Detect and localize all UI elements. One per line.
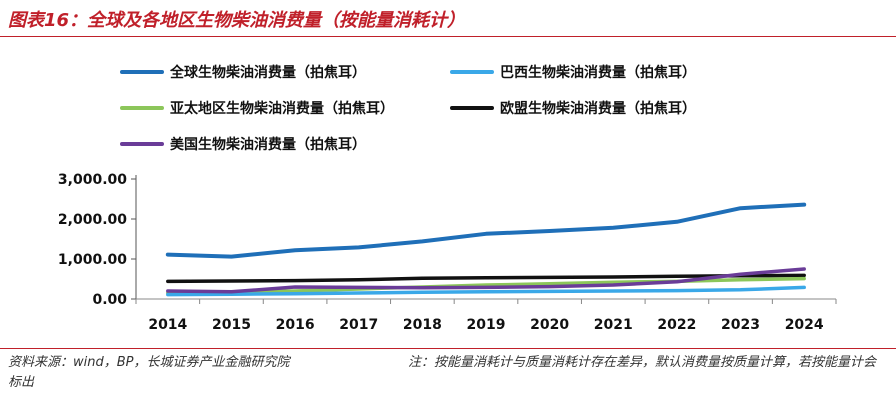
legend-label-eu: 欧盟生物柴油消费量（拍焦耳） xyxy=(500,101,696,117)
series-line-brazil xyxy=(166,285,806,297)
x-tick-label: 2015 xyxy=(212,317,251,333)
x-tick-label: 2019 xyxy=(467,317,506,333)
methodology-note: 注：按能量消耗计与质量消耗计存在差异，默认消费量按质量计算，若按能量计会标出 xyxy=(8,355,877,390)
source-note: 资料来源：wind，BP，长城证券产业金融研究院 xyxy=(8,355,290,370)
x-tick-label: 2017 xyxy=(339,317,378,333)
x-tick-label: 2024 xyxy=(785,317,824,333)
legend-label-global: 全球生物柴油消费量（拍焦耳） xyxy=(170,65,366,81)
legend-swatch-apac xyxy=(120,106,164,110)
figure-footer: 资料来源：wind，BP，长城证券产业金融研究院 注：按能量消耗计与质量消耗计存在… xyxy=(8,353,888,393)
y-tick-label: 2,000.00 xyxy=(58,212,127,228)
legend-swatch-eu xyxy=(450,106,494,110)
legend-item-eu: 欧盟生物柴油消费量（拍焦耳） xyxy=(450,96,696,120)
x-tick-label: 2022 xyxy=(657,317,696,333)
x-tick-label: 2020 xyxy=(530,317,569,333)
x-tick-label: 2021 xyxy=(594,317,633,333)
legend-swatch-global xyxy=(120,70,164,74)
series-line-us xyxy=(166,267,806,294)
legend-item-apac: 亚太地区生物柴油消费量（拍焦耳） xyxy=(120,96,394,120)
x-tick-label: 2018 xyxy=(403,317,442,333)
figure-title: 图表16：全球及各地区生物柴油消费量（按能量消耗计） xyxy=(8,10,466,31)
x-tick-label: 2016 xyxy=(276,317,315,333)
legend-item-us: 美国生物柴油消费量（拍焦耳） xyxy=(120,132,366,156)
line-chart: 0.00 1,000.00 2,000.00 3,000.00 2014 2015 2016… xyxy=(58,172,837,333)
x-tick-label: 2014 xyxy=(148,317,187,333)
legend-label-brazil: 巴西生物柴油消费量（拍焦耳） xyxy=(500,65,696,81)
legend-swatch-us xyxy=(120,142,164,146)
y-tick-label: 1,000.00 xyxy=(58,252,127,268)
title-divider xyxy=(0,36,896,37)
legend-swatch-brazil xyxy=(450,70,494,74)
legend-label-us: 美国生物柴油消费量（拍焦耳） xyxy=(170,137,366,153)
legend-item-global: 全球生物柴油消费量（拍焦耳） xyxy=(120,60,366,84)
y-tick-label: 0.00 xyxy=(92,292,127,308)
series-line-global xyxy=(165,202,807,259)
y-tick-label: 3,000.00 xyxy=(58,172,127,188)
legend-label-apac: 亚太地区生物柴油消费量（拍焦耳） xyxy=(170,101,394,117)
legend-item-brazil: 巴西生物柴油消费量（拍焦耳） xyxy=(450,60,696,84)
footer-divider xyxy=(0,348,896,349)
series-line-eu xyxy=(166,273,806,284)
x-tick-label: 2023 xyxy=(721,317,760,333)
